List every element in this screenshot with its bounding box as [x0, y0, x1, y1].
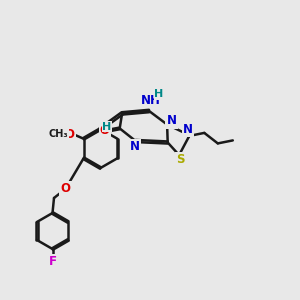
Text: NH: NH	[141, 94, 160, 107]
Text: S: S	[176, 153, 185, 166]
Text: N: N	[183, 123, 193, 136]
Text: O: O	[64, 128, 74, 141]
Text: N: N	[130, 140, 140, 153]
Text: H: H	[103, 122, 112, 132]
Text: H: H	[154, 89, 163, 100]
Text: F: F	[49, 255, 56, 268]
Text: N: N	[167, 114, 177, 128]
Text: CH₃: CH₃	[49, 129, 68, 139]
Text: O: O	[100, 124, 110, 137]
Text: O: O	[60, 182, 70, 196]
